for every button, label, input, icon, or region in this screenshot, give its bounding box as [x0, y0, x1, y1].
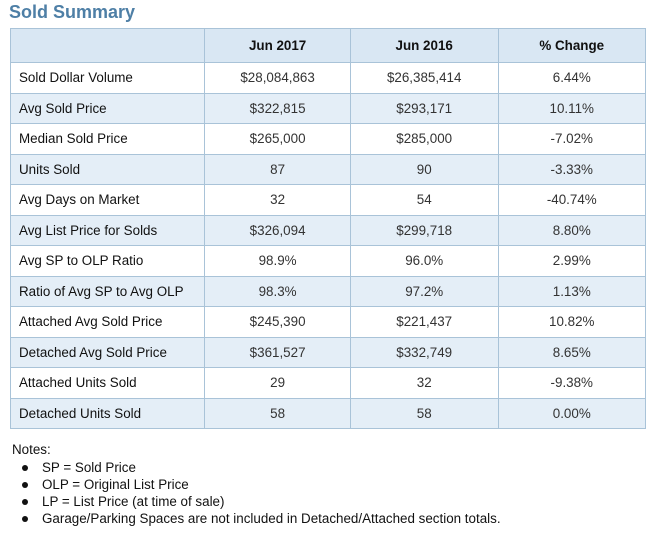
cell-jun-2017: $322,815	[204, 92, 351, 124]
row-label: Detached Units Sold	[9, 397, 206, 429]
cell-jun-2016: $26,385,414	[349, 62, 499, 94]
row-label: Ratio of Avg SP to Avg OLP	[9, 275, 206, 307]
note-item: SP = Sold Price	[12, 459, 501, 476]
cell-jun-2016: 32	[349, 367, 499, 399]
header-jun-2017: Jun 2017	[204, 28, 351, 63]
note-item: OLP = Original List Price	[12, 476, 501, 493]
cell-jun-2017: 29	[204, 367, 351, 399]
row-label: Sold Dollar Volume	[9, 62, 206, 94]
sold-summary-table: Jun 2017 Jun 2016 % Change Sold Dollar V…	[9, 28, 646, 429]
table-row: Avg Sold Price $322,815 $293,171 10.11%	[9, 92, 646, 124]
cell-jun-2016: $293,171	[349, 92, 499, 124]
cell-percent-change: -3.33%	[497, 153, 646, 185]
note-text: SP = Sold Price	[42, 460, 136, 475]
cell-percent-change: 8.80%	[497, 214, 646, 246]
row-label: Units Sold	[9, 153, 206, 185]
notes-section: Notes: SP = Sold Price OLP = Original Lis…	[12, 442, 501, 527]
header-label-cell	[9, 28, 206, 63]
table-row: Detached Avg Sold Price $361,527 $332,749 8…	[9, 336, 646, 368]
cell-jun-2017: 98.3%	[204, 275, 351, 307]
cell-percent-change: 6.44%	[497, 62, 646, 94]
note-text: OLP = Original List Price	[42, 477, 189, 492]
cell-jun-2017: 58	[204, 397, 351, 429]
cell-jun-2016: 97.2%	[349, 275, 499, 307]
row-label: Avg Sold Price	[9, 92, 206, 124]
row-label: Avg Days on Market	[9, 184, 206, 216]
cell-percent-change: 2.99%	[497, 245, 646, 277]
table-row: Detached Units Sold 58 58 0.00%	[9, 397, 646, 429]
page-title: Sold Summary	[9, 2, 136, 22]
header-percent-change: % Change	[497, 28, 646, 63]
cell-jun-2017: 32	[204, 184, 351, 216]
header-jun-2016: Jun 2016	[349, 28, 499, 63]
cell-jun-2017: $361,527	[204, 336, 351, 368]
notes-list: SP = Sold Price OLP = Original List Price…	[12, 459, 501, 527]
cell-jun-2017: 98.9%	[204, 245, 351, 277]
cell-jun-2016: $332,749	[349, 336, 499, 368]
row-label: Median Sold Price	[9, 123, 206, 155]
row-label: Detached Avg Sold Price	[9, 336, 206, 368]
cell-jun-2016: 90	[349, 153, 499, 185]
bullet-icon	[22, 482, 28, 488]
row-label: Attached Avg Sold Price	[9, 306, 206, 338]
cell-jun-2016: $285,000	[349, 123, 499, 155]
cell-percent-change: -9.38%	[497, 367, 646, 399]
cell-percent-change: -40.74%	[497, 184, 646, 216]
row-label: Avg SP to OLP Ratio	[9, 245, 206, 277]
cell-percent-change: -7.02%	[497, 123, 646, 155]
bullet-icon	[22, 499, 28, 505]
notes-title: Notes:	[12, 442, 51, 457]
table-row: Ratio of Avg SP to Avg OLP 98.3% 97.2% 1.13…	[9, 275, 646, 307]
table-row: Avg Days on Market 32 54 -40.74%	[9, 184, 646, 216]
note-item: LP = List Price (at time of sale)	[12, 493, 501, 510]
cell-jun-2017: $326,094	[204, 214, 351, 246]
cell-jun-2016: 96.0%	[349, 245, 499, 277]
note-text: Garage/Parking Spaces are not included i…	[42, 511, 501, 526]
note-item: Garage/Parking Spaces are not included i…	[12, 510, 501, 527]
table-row: Units Sold 87 90 -3.33%	[9, 153, 646, 185]
row-label: Attached Units Sold	[9, 367, 206, 399]
table-row: Avg List Price for Solds $326,094 $299,718…	[9, 214, 646, 246]
cell-percent-change: 8.65%	[497, 336, 646, 368]
row-label: Avg List Price for Solds	[9, 214, 206, 246]
bullet-icon	[22, 465, 28, 471]
cell-percent-change: 10.11%	[497, 92, 646, 124]
cell-jun-2016: 58	[349, 397, 499, 429]
cell-jun-2017: $28,084,863	[204, 62, 351, 94]
table-row: Sold Dollar Volume $28,084,863 $26,385,414…	[9, 62, 646, 94]
cell-percent-change: 0.00%	[497, 397, 646, 429]
table-row: Attached Units Sold 29 32 -9.38%	[9, 367, 646, 399]
note-text: LP = List Price (at time of sale)	[42, 494, 225, 509]
cell-percent-change: 10.82%	[497, 306, 646, 338]
bullet-icon	[22, 516, 28, 522]
cell-percent-change: 1.13%	[497, 275, 646, 307]
table-row: Median Sold Price $265,000 $285,000 -7.02%	[9, 123, 646, 155]
cell-jun-2016: $221,437	[349, 306, 499, 338]
cell-jun-2017: $245,390	[204, 306, 351, 338]
table-row: Attached Avg Sold Price $245,390 $221,437 1…	[9, 306, 646, 338]
table-body: Sold Dollar Volume $28,084,863 $26,385,414…	[9, 62, 646, 429]
cell-jun-2016: 54	[349, 184, 499, 216]
cell-jun-2017: $265,000	[204, 123, 351, 155]
table-row: Avg SP to OLP Ratio 98.9% 96.0% 2.99%	[9, 245, 646, 277]
cell-jun-2016: $299,718	[349, 214, 499, 246]
table-header-row: Jun 2017 Jun 2016 % Change	[9, 28, 646, 63]
cell-jun-2017: 87	[204, 153, 351, 185]
